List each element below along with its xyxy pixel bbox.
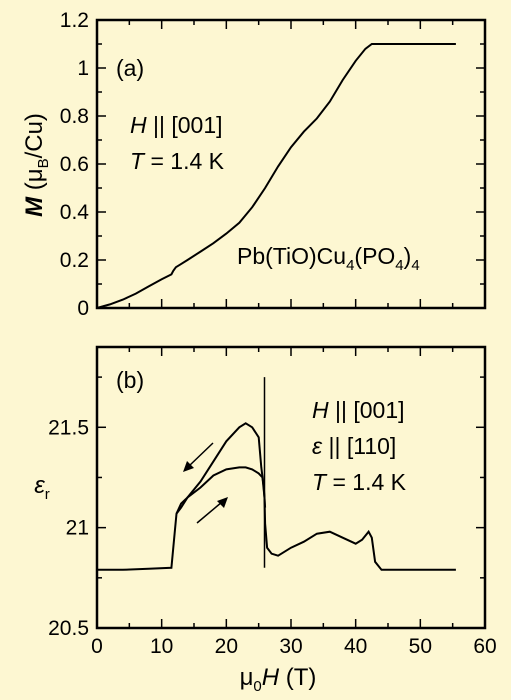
compound-part: Pb(TiO)Cu — [237, 243, 346, 269]
compound-part: ) — [404, 243, 412, 269]
x-tick-label: 10 — [150, 635, 173, 658]
panel-a-label: (a) — [116, 55, 144, 81]
ylabel-symbol: ε — [34, 472, 45, 499]
panel-b-strain-annotation: ε || [110] — [312, 433, 396, 459]
magnetization-curve — [96, 43, 456, 309]
panel-b-ticks: 0 10 20 30 40 50 60 20.5 21 21.5 — [48, 347, 497, 658]
compound-subscript: 4 — [395, 257, 403, 274]
compound-subscript: 4 — [411, 257, 419, 274]
field-symbol: H — [130, 112, 147, 138]
xlabel-symbol: H — [262, 664, 280, 691]
ylabel-subscript: B — [35, 158, 52, 168]
panel-b-frame — [95, 345, 487, 630]
y-tick-label: 0.6 — [60, 153, 89, 176]
panel-b: 0 10 20 30 40 50 60 20.5 21 21.5 (b) H || [001] ε… — [34, 345, 497, 695]
panel-b-y-axis-label: εr — [34, 472, 50, 503]
down-sweep-arrow — [183, 442, 214, 472]
up-sweep-arrow — [196, 497, 228, 524]
x-tick-label: 0 — [91, 635, 103, 658]
panel-a: 0 0.2 0.4 0.6 0.8 1 1.2 (a) H || [001] T = 1.4… — [21, 9, 487, 320]
y-tick-label: 1.2 — [60, 9, 89, 32]
temperature-symbol: T — [312, 469, 328, 495]
panel-b-temperature-annotation: T = 1.4 K — [312, 469, 407, 495]
x-tick-label: 40 — [344, 635, 367, 658]
temperature-text: = 1.4 K — [326, 469, 407, 495]
y-tick-label: 1 — [77, 57, 89, 80]
permittivity-down-sweep-curve — [175, 422, 267, 515]
ylabel-symbol: M — [21, 196, 48, 217]
field-text: || [001] — [147, 112, 223, 138]
xlabel-subscript: 0 — [253, 678, 261, 695]
x-tick-label: 60 — [473, 635, 496, 658]
strain-text: || [110] — [322, 433, 396, 459]
strain-symbol: ε — [312, 433, 323, 459]
y-tick-label: 21 — [66, 517, 89, 540]
y-tick-label: 20.5 — [48, 617, 89, 640]
y-tick-label: 0.2 — [60, 249, 89, 272]
y-tick-label: 21.5 — [48, 416, 89, 439]
compound-subscript: 4 — [346, 257, 354, 274]
panel-a-field-annotation: H || [001] — [130, 112, 223, 138]
panel-a-ticks: 0 0.2 0.4 0.6 0.8 1 1.2 — [60, 9, 486, 320]
ylabel-close: /Cu) — [21, 113, 48, 158]
ylabel-subscript: r — [45, 486, 50, 503]
xlabel-unit: (T) — [279, 664, 316, 691]
panel-a-y-axis-label: M (μB/Cu) — [21, 113, 52, 217]
y-tick-label: 0.4 — [60, 201, 90, 224]
temperature-symbol: T — [130, 148, 146, 174]
panel-b-x-axis-label: μ0H (T) — [240, 664, 317, 695]
panel-b-field-annotation: H || [001] — [312, 397, 405, 423]
x-tick-label: 20 — [215, 635, 238, 658]
x-tick-label: 30 — [279, 635, 302, 658]
compound-part: (PO — [354, 243, 395, 269]
x-tick-label: 50 — [409, 635, 432, 658]
field-symbol: H — [312, 397, 329, 423]
field-text: || [001] — [329, 397, 405, 423]
y-tick-label: 0 — [77, 297, 89, 320]
ylabel-open: (μ — [21, 168, 48, 197]
panel-b-label: (b) — [116, 367, 144, 393]
temperature-text: = 1.4 K — [144, 148, 225, 174]
compound-formula: Pb(TiO)Cu4(PO4)4 — [237, 243, 420, 274]
xlabel-mu: μ — [240, 664, 254, 691]
y-tick-label: 0.8 — [60, 105, 89, 128]
panel-a-temperature-annotation: T = 1.4 K — [130, 148, 225, 174]
